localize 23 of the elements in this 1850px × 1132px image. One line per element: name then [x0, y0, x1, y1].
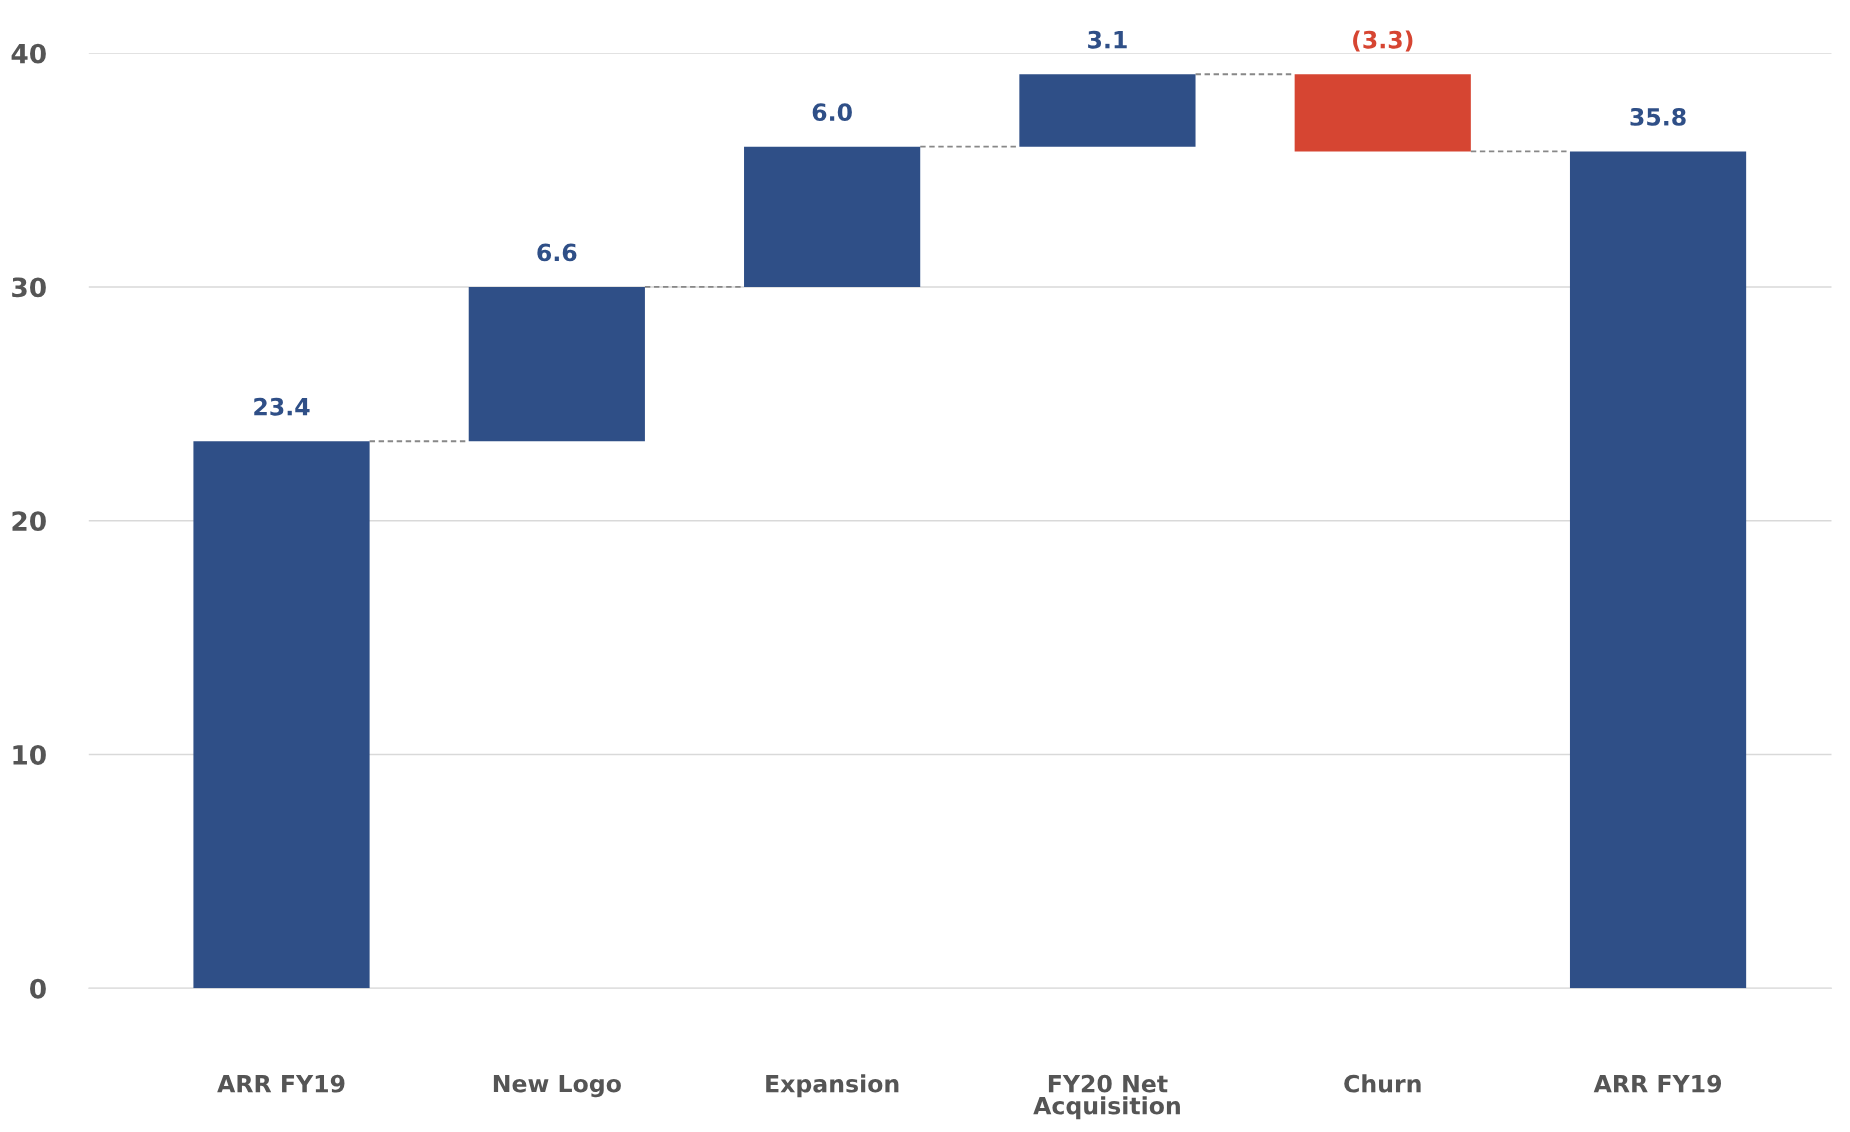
bar	[1019, 74, 1196, 147]
y-tick-label: 10	[13, 744, 46, 765]
bar	[468, 286, 645, 442]
data-label: 23.4	[254, 397, 310, 416]
bar	[1569, 151, 1747, 989]
x-tick-label: New Logo	[493, 1074, 621, 1098]
bar	[193, 441, 370, 989]
y-tick-label: 30	[12, 277, 46, 298]
x-tick-label: ARR FY19	[1593, 1074, 1722, 1093]
x-tick-label: Expansion	[766, 1074, 899, 1098]
x-tick-label: ARR FY19	[217, 1074, 345, 1093]
data-label: (3.3)	[1353, 30, 1413, 52]
y-tick-label: 40	[11, 43, 46, 64]
y-tick-label: 20	[12, 511, 46, 532]
bar	[1294, 74, 1471, 152]
x-tick-label: FY20 Net Acquisition	[1033, 1074, 1180, 1120]
data-label: 35.8	[1630, 107, 1686, 126]
x-tick-label: Churn	[1344, 1074, 1421, 1093]
data-label: 6.6	[537, 243, 577, 262]
data-label: 6.0	[812, 103, 852, 122]
data-label: 3.1	[1088, 30, 1127, 49]
y-tick-label: 0	[30, 978, 46, 999]
bar	[744, 146, 921, 287]
